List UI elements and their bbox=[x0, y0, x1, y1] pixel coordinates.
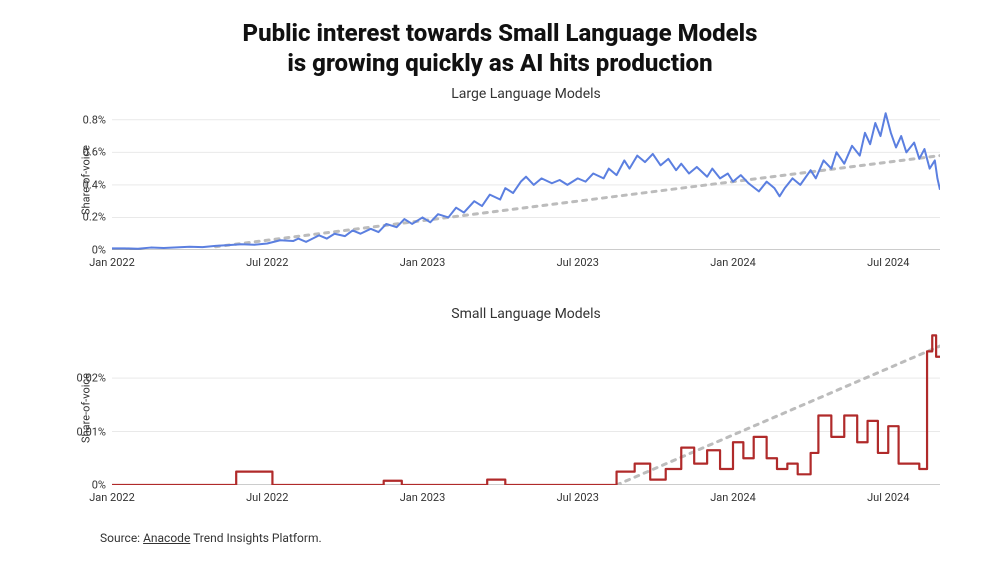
x-tick-label: Jan 2024 bbox=[710, 485, 756, 504]
x-tick-label: Jul 2024 bbox=[867, 485, 909, 504]
y-tick-label: 0.01% bbox=[76, 425, 112, 438]
source-prefix: Source: bbox=[100, 531, 143, 545]
y-tick-label: 0.2% bbox=[83, 211, 112, 224]
y-tick-label: 0.8% bbox=[83, 113, 112, 126]
trend-line-slm bbox=[617, 346, 940, 485]
series-line-llm bbox=[112, 113, 940, 248]
x-tick-label: Jul 2022 bbox=[246, 485, 288, 504]
x-tick-label: Jan 2023 bbox=[400, 485, 446, 504]
page-title: Public interest towards Small Language M… bbox=[40, 18, 960, 78]
x-tick-label: Jul 2022 bbox=[246, 250, 288, 269]
x-tick-label: Jul 2024 bbox=[867, 250, 909, 269]
chart-subtitle-llm: Large Language Models bbox=[112, 86, 940, 102]
plot-svg-slm bbox=[112, 330, 940, 485]
title-line-2: is growing quickly as AI hits production bbox=[287, 49, 712, 77]
x-tick-label: Jan 2023 bbox=[400, 250, 446, 269]
y-tick-label: 0.6% bbox=[83, 146, 112, 159]
x-tick-label: Jul 2023 bbox=[557, 250, 599, 269]
series-line-slm bbox=[112, 335, 940, 485]
y-tick-label: 0.02% bbox=[76, 372, 112, 385]
chart-subtitle-slm: Small Language Models bbox=[112, 306, 940, 322]
source-suffix: Trend Insights Platform. bbox=[190, 531, 321, 545]
y-tick-label: 0.4% bbox=[83, 178, 112, 191]
page: Public interest towards Small Language M… bbox=[0, 0, 1000, 563]
chart-slm: Share-of-voice0%0.01%0.02%Jan 2022Jul 20… bbox=[112, 330, 940, 485]
plot-svg-llm bbox=[112, 110, 940, 250]
x-tick-label: Jul 2023 bbox=[557, 485, 599, 504]
source-attribution: Source: Anacode Trend Insights Platform. bbox=[100, 531, 322, 545]
x-tick-label: Jan 2024 bbox=[710, 250, 756, 269]
title-line-1: Public interest towards Small Language M… bbox=[243, 19, 758, 47]
x-tick-label: Jan 2022 bbox=[89, 485, 135, 504]
source-link[interactable]: Anacode bbox=[143, 531, 190, 545]
x-tick-label: Jan 2022 bbox=[89, 250, 135, 269]
chart-llm: Share-of-voice0%0.2%0.4%0.6%0.8%Jan 2022… bbox=[112, 110, 940, 250]
